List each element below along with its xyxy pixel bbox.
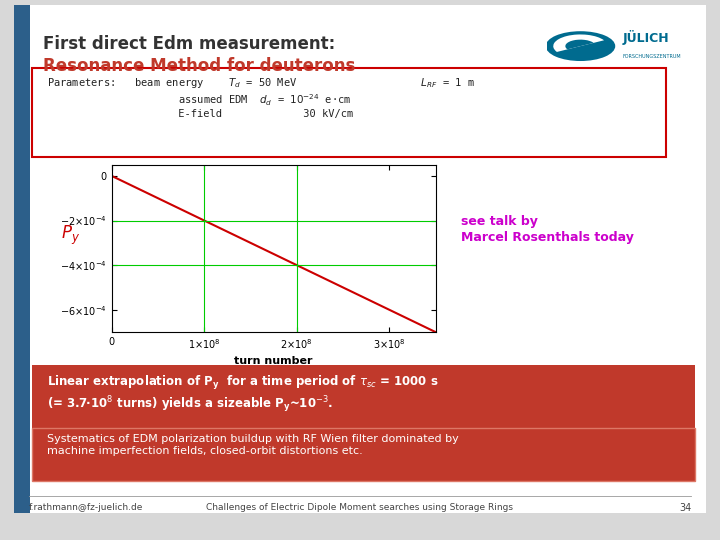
Text: Challenges of Electric Dipole Moment searches using Storage Rings: Challenges of Electric Dipole Moment sea…: [207, 503, 513, 512]
Circle shape: [546, 31, 615, 61]
Text: JÜLICH: JÜLICH: [623, 30, 670, 44]
Text: FORSCHUNGSZENTRUM: FORSCHUNGSZENTRUM: [623, 54, 681, 59]
X-axis label: turn number: turn number: [234, 356, 313, 366]
Text: see talk by
Marcel Rosenthals today: see talk by Marcel Rosenthals today: [461, 215, 634, 244]
FancyBboxPatch shape: [32, 68, 666, 157]
FancyBboxPatch shape: [32, 364, 695, 432]
FancyBboxPatch shape: [32, 428, 695, 481]
Text: Resonance Method for deuterons: Resonance Method for deuterons: [43, 57, 356, 75]
Wedge shape: [553, 35, 604, 52]
FancyBboxPatch shape: [14, 5, 706, 513]
Text: First direct Edm measurement:: First direct Edm measurement:: [43, 35, 336, 53]
Text: Linear extrapolation of $\mathbf{P_y}$  for a time period of $\boldsymbol{\tau_{: Linear extrapolation of $\mathbf{P_y}$ f…: [47, 374, 438, 415]
Wedge shape: [565, 39, 593, 49]
Text: f.rathmann@fz-juelich.de: f.rathmann@fz-juelich.de: [29, 503, 143, 512]
Text: Systematics of EDM polarization buildup with RF Wien filter dominated by
machine: Systematics of EDM polarization buildup …: [47, 434, 459, 456]
Text: 34: 34: [679, 503, 691, 512]
Text: Parameters:   beam energy    $T_d$ = 50 MeV                    $L_{RF}$ = 1 m
  : Parameters: beam energy $T_d$ = 50 MeV $…: [47, 76, 474, 119]
FancyBboxPatch shape: [14, 5, 30, 513]
Text: $P_y$: $P_y$: [61, 224, 80, 246]
